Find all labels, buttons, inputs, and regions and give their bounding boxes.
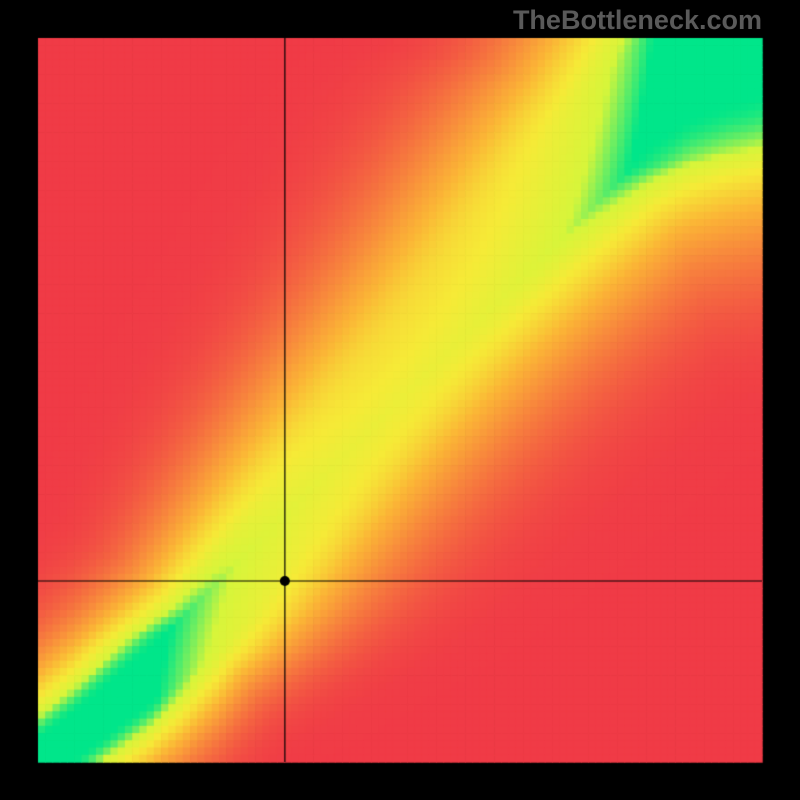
bottleneck-heatmap: [0, 0, 800, 800]
chart-container: TheBottleneck.com: [0, 0, 800, 800]
watermark-text: TheBottleneck.com: [513, 5, 762, 36]
